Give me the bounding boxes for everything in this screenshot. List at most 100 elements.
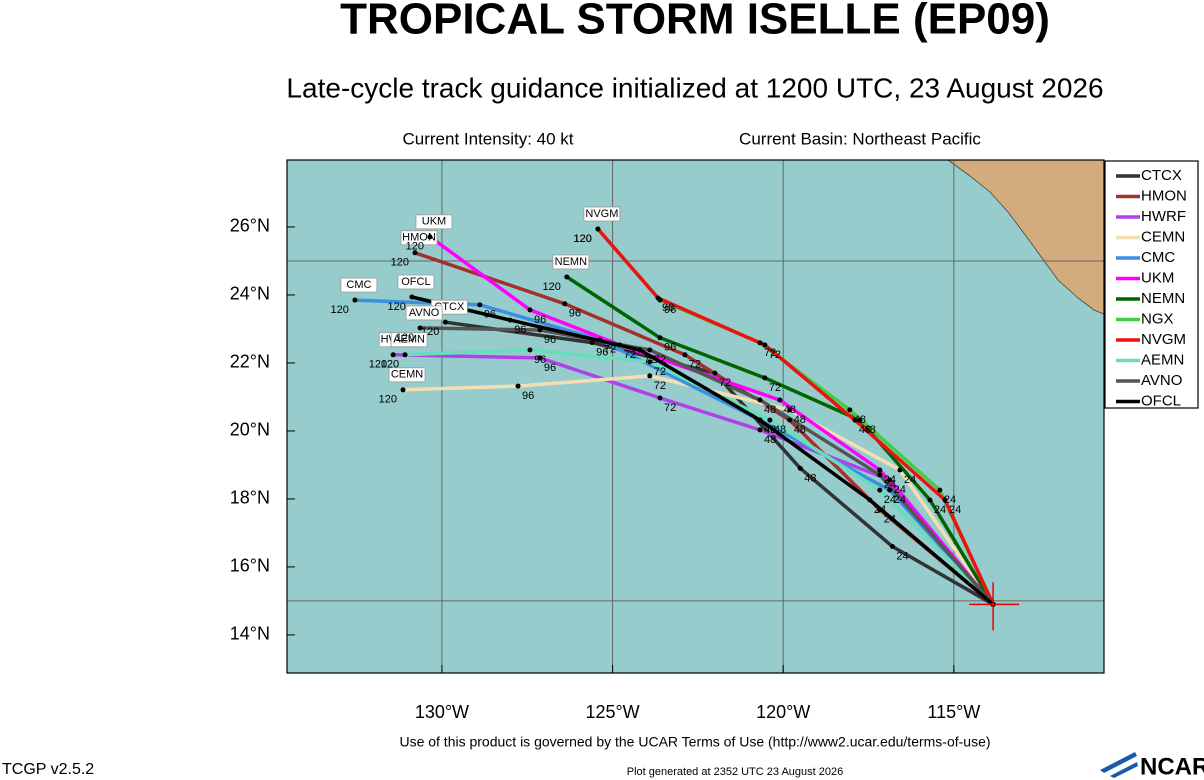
track-point — [787, 417, 793, 423]
hour-label: 48 — [764, 434, 776, 446]
logo: NCAR — [1100, 752, 1204, 780]
track-point — [852, 417, 858, 423]
track-point — [762, 342, 768, 348]
version: TCGP v2.5.2 — [2, 761, 94, 778]
track-point — [897, 467, 903, 473]
track-point — [757, 417, 763, 423]
track-point — [877, 467, 883, 473]
hour-label: 48 — [764, 424, 776, 436]
track-point — [757, 397, 763, 403]
track-point — [427, 234, 433, 240]
hour-label: 48 — [784, 404, 796, 416]
hour-label: 96 — [569, 308, 581, 320]
logo-stripes — [1100, 752, 1138, 778]
y-tick-label: 20°N — [230, 420, 270, 440]
y-tick-label: 16°N — [230, 556, 270, 576]
track-point — [682, 352, 688, 358]
track-point — [777, 397, 783, 403]
track-point — [400, 387, 406, 393]
hour-label: 96 — [664, 342, 676, 354]
hour-label: 48 — [774, 424, 786, 436]
track-point — [877, 487, 883, 493]
model-label-box — [415, 214, 453, 230]
hour-label: 72 — [664, 402, 676, 414]
track-point — [417, 325, 423, 331]
hour-label: 48 — [764, 404, 776, 416]
track-point — [562, 301, 568, 307]
hour-label: 24 — [894, 494, 906, 506]
hour-label: 24 — [894, 484, 906, 496]
ocean — [287, 160, 1104, 673]
model-label-box — [340, 277, 378, 293]
legend-label: CEMN — [1141, 228, 1185, 245]
track-point — [655, 295, 661, 301]
track-point — [942, 497, 948, 503]
hour-label: 24 — [874, 504, 886, 516]
legend-label: NVGM — [1141, 331, 1186, 348]
track-point — [877, 507, 883, 513]
track-point — [412, 250, 418, 256]
track-point — [787, 407, 793, 413]
hour-label: 96 — [514, 324, 526, 336]
hour-label: 24 — [934, 504, 946, 516]
track-point — [757, 427, 763, 433]
hour-label: 120 — [381, 359, 399, 371]
title: TROPICAL STORM ISELLE (EP09) — [340, 0, 1050, 44]
model-label-box — [583, 206, 621, 222]
track-point — [589, 340, 595, 346]
track-point — [637, 347, 643, 353]
hour-label: 120 — [396, 332, 414, 344]
legend-label: NGX — [1141, 310, 1174, 327]
hour-label: 120 — [379, 394, 397, 406]
track-point — [757, 340, 763, 346]
x-tick-label: 120°W — [756, 702, 810, 722]
track-point — [595, 226, 601, 232]
track-point — [409, 294, 415, 300]
hour-label: 48 — [794, 424, 806, 436]
hour-label: 24 — [896, 550, 908, 562]
frame — [286, 159, 1105, 674]
hour-label: 48 — [794, 414, 806, 426]
x-tick-label: 115°W — [927, 702, 980, 722]
track-point — [767, 417, 773, 423]
track-point — [390, 352, 396, 358]
generated: Plot generated at 2352 UTC 23 August 202… — [627, 766, 844, 778]
hour-label: 72 — [644, 354, 656, 366]
track-point — [647, 373, 653, 379]
legend — [1104, 160, 1199, 409]
track-point — [352, 297, 358, 303]
hour-label: 24 — [884, 514, 896, 526]
hour-label: 96 — [664, 304, 676, 316]
track-point — [657, 395, 663, 401]
hour-label: 96 — [544, 362, 556, 374]
y-tick-label: 18°N — [230, 488, 270, 508]
hour-label: 72 — [769, 382, 781, 394]
model-label-box — [405, 305, 443, 321]
legend-label: AEMN — [1141, 351, 1184, 368]
footer: Use of this product is governed by the U… — [399, 734, 990, 750]
hour-label: 120 — [369, 359, 387, 371]
model-label: HMON — [402, 232, 436, 244]
model-label: CMC — [346, 279, 371, 291]
track-point — [927, 497, 933, 503]
track-point — [867, 497, 873, 503]
model-label-box — [388, 367, 426, 383]
legend-label: UKM — [1141, 269, 1174, 286]
track-point — [857, 417, 863, 423]
hour-label: 24 — [884, 474, 896, 486]
model-label-box — [397, 274, 435, 290]
track-point — [887, 487, 893, 493]
hour-label: 120 — [331, 304, 349, 316]
track-line — [596, 227, 995, 606]
track-line — [420, 326, 995, 606]
hour-label: 96 — [522, 390, 534, 402]
hour-label: 48 — [864, 424, 876, 436]
track-line — [565, 275, 995, 606]
track-point — [515, 383, 521, 389]
track-point — [712, 370, 718, 376]
hour-label: 96 — [662, 302, 674, 314]
y-tick-label: 14°N — [230, 624, 270, 644]
track-point — [617, 342, 623, 348]
legend-label: CMC — [1141, 249, 1175, 266]
track-point — [889, 544, 895, 550]
